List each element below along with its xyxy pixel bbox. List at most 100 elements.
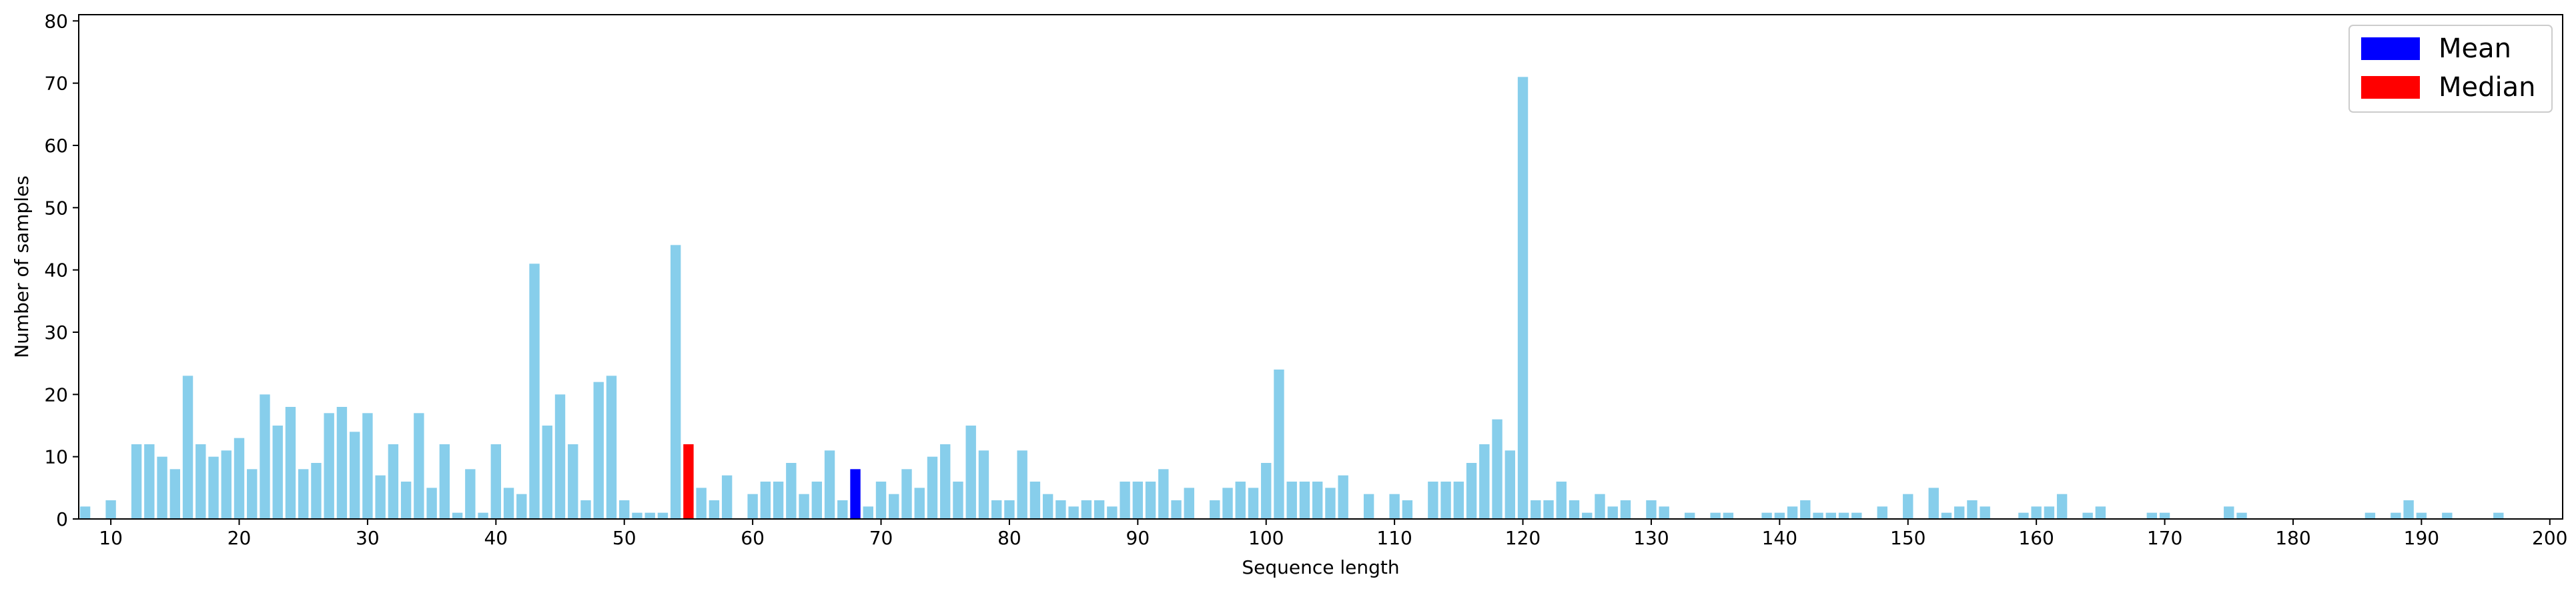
legend: Mean Median [2348, 25, 2553, 113]
bar [1235, 482, 1246, 519]
bar [580, 500, 591, 519]
bar [670, 245, 681, 519]
bar [324, 413, 334, 519]
bar [799, 494, 809, 519]
bar [439, 444, 450, 519]
bar [516, 494, 527, 519]
bar [388, 444, 399, 519]
bar [375, 475, 386, 519]
bar [1505, 450, 1515, 519]
bar [349, 432, 360, 519]
bar [901, 469, 912, 519]
bar [1453, 482, 1464, 519]
bar [1723, 512, 1734, 519]
bar [1479, 444, 1490, 519]
bar [1556, 482, 1567, 519]
bar [1877, 506, 1887, 519]
bar [1363, 494, 1374, 519]
y-tick-label: 50 [44, 197, 68, 219]
bar-mean [850, 469, 861, 519]
y-tick-label: 20 [44, 384, 68, 406]
bar [2044, 506, 2055, 519]
bar [272, 426, 283, 519]
bar [542, 426, 552, 519]
bar [2493, 512, 2504, 519]
bar [1903, 494, 1913, 519]
bar [1145, 482, 1156, 519]
bar [478, 512, 488, 519]
legend-swatch-mean [2361, 37, 2420, 60]
bar [400, 482, 412, 519]
bar [2095, 506, 2106, 519]
bar [1954, 506, 1965, 519]
bar [1825, 512, 1836, 519]
x-tick-label: 80 [997, 527, 1021, 549]
bar [1274, 370, 1284, 519]
x-tick-label: 140 [1762, 527, 1797, 549]
x-tick-label: 20 [228, 527, 252, 549]
bar [696, 488, 707, 519]
bar [1158, 469, 1169, 519]
plot-frame [78, 14, 2563, 520]
x-tick-label: 70 [869, 527, 893, 549]
x-tick-label: 10 [99, 527, 123, 549]
bar [260, 394, 270, 519]
bar [234, 438, 245, 519]
bar [1543, 500, 1554, 519]
bar [1312, 482, 1323, 519]
y-axis-title: Number of samples [11, 175, 33, 358]
bar [606, 376, 617, 519]
bar [1569, 500, 1580, 519]
bar [157, 456, 167, 519]
bar [1055, 500, 1066, 519]
bar [1531, 500, 1541, 519]
bar [1299, 482, 1310, 519]
bar [169, 469, 180, 519]
legend-label-median: Median [2439, 72, 2536, 103]
bar [1338, 475, 1348, 519]
x-tick-label: 180 [2275, 527, 2310, 549]
bar [965, 426, 976, 519]
bar [1325, 488, 1336, 519]
y-tick-label: 30 [44, 322, 68, 344]
bar [1017, 450, 1027, 519]
bar [709, 500, 720, 519]
bar [182, 376, 193, 519]
bar [1595, 494, 1605, 519]
bar [1941, 512, 1952, 519]
bar [1210, 500, 1220, 519]
bar [1582, 512, 1593, 519]
bar [2146, 512, 2158, 519]
legend-label-mean: Mean [2439, 33, 2511, 64]
bar [311, 463, 322, 519]
bar [811, 482, 823, 519]
x-tick-label: 120 [1505, 527, 1541, 549]
x-tick-label: 90 [1126, 527, 1150, 549]
bar [2159, 512, 2170, 519]
bar [1838, 512, 1849, 519]
bar [2365, 512, 2376, 519]
x-tick-label: 130 [1633, 527, 1669, 549]
bar [632, 512, 642, 519]
bar [1440, 482, 1451, 519]
bar [1081, 500, 1092, 519]
x-tick-label: 30 [356, 527, 380, 549]
bar [1248, 488, 1259, 519]
bar [1620, 500, 1631, 519]
bar [1171, 500, 1182, 519]
bar [2391, 512, 2401, 519]
bar [1761, 512, 1772, 519]
bar [2403, 500, 2414, 519]
bar [953, 482, 963, 519]
bar [2056, 494, 2068, 519]
bar [889, 494, 899, 519]
bar [645, 512, 655, 519]
bar [619, 500, 630, 519]
bar [760, 482, 771, 519]
bar [721, 475, 733, 519]
bar [221, 450, 232, 519]
bar [1222, 488, 1233, 519]
legend-swatch-median [2361, 76, 2420, 99]
y-tick-label: 40 [44, 259, 68, 281]
bar [144, 444, 155, 519]
